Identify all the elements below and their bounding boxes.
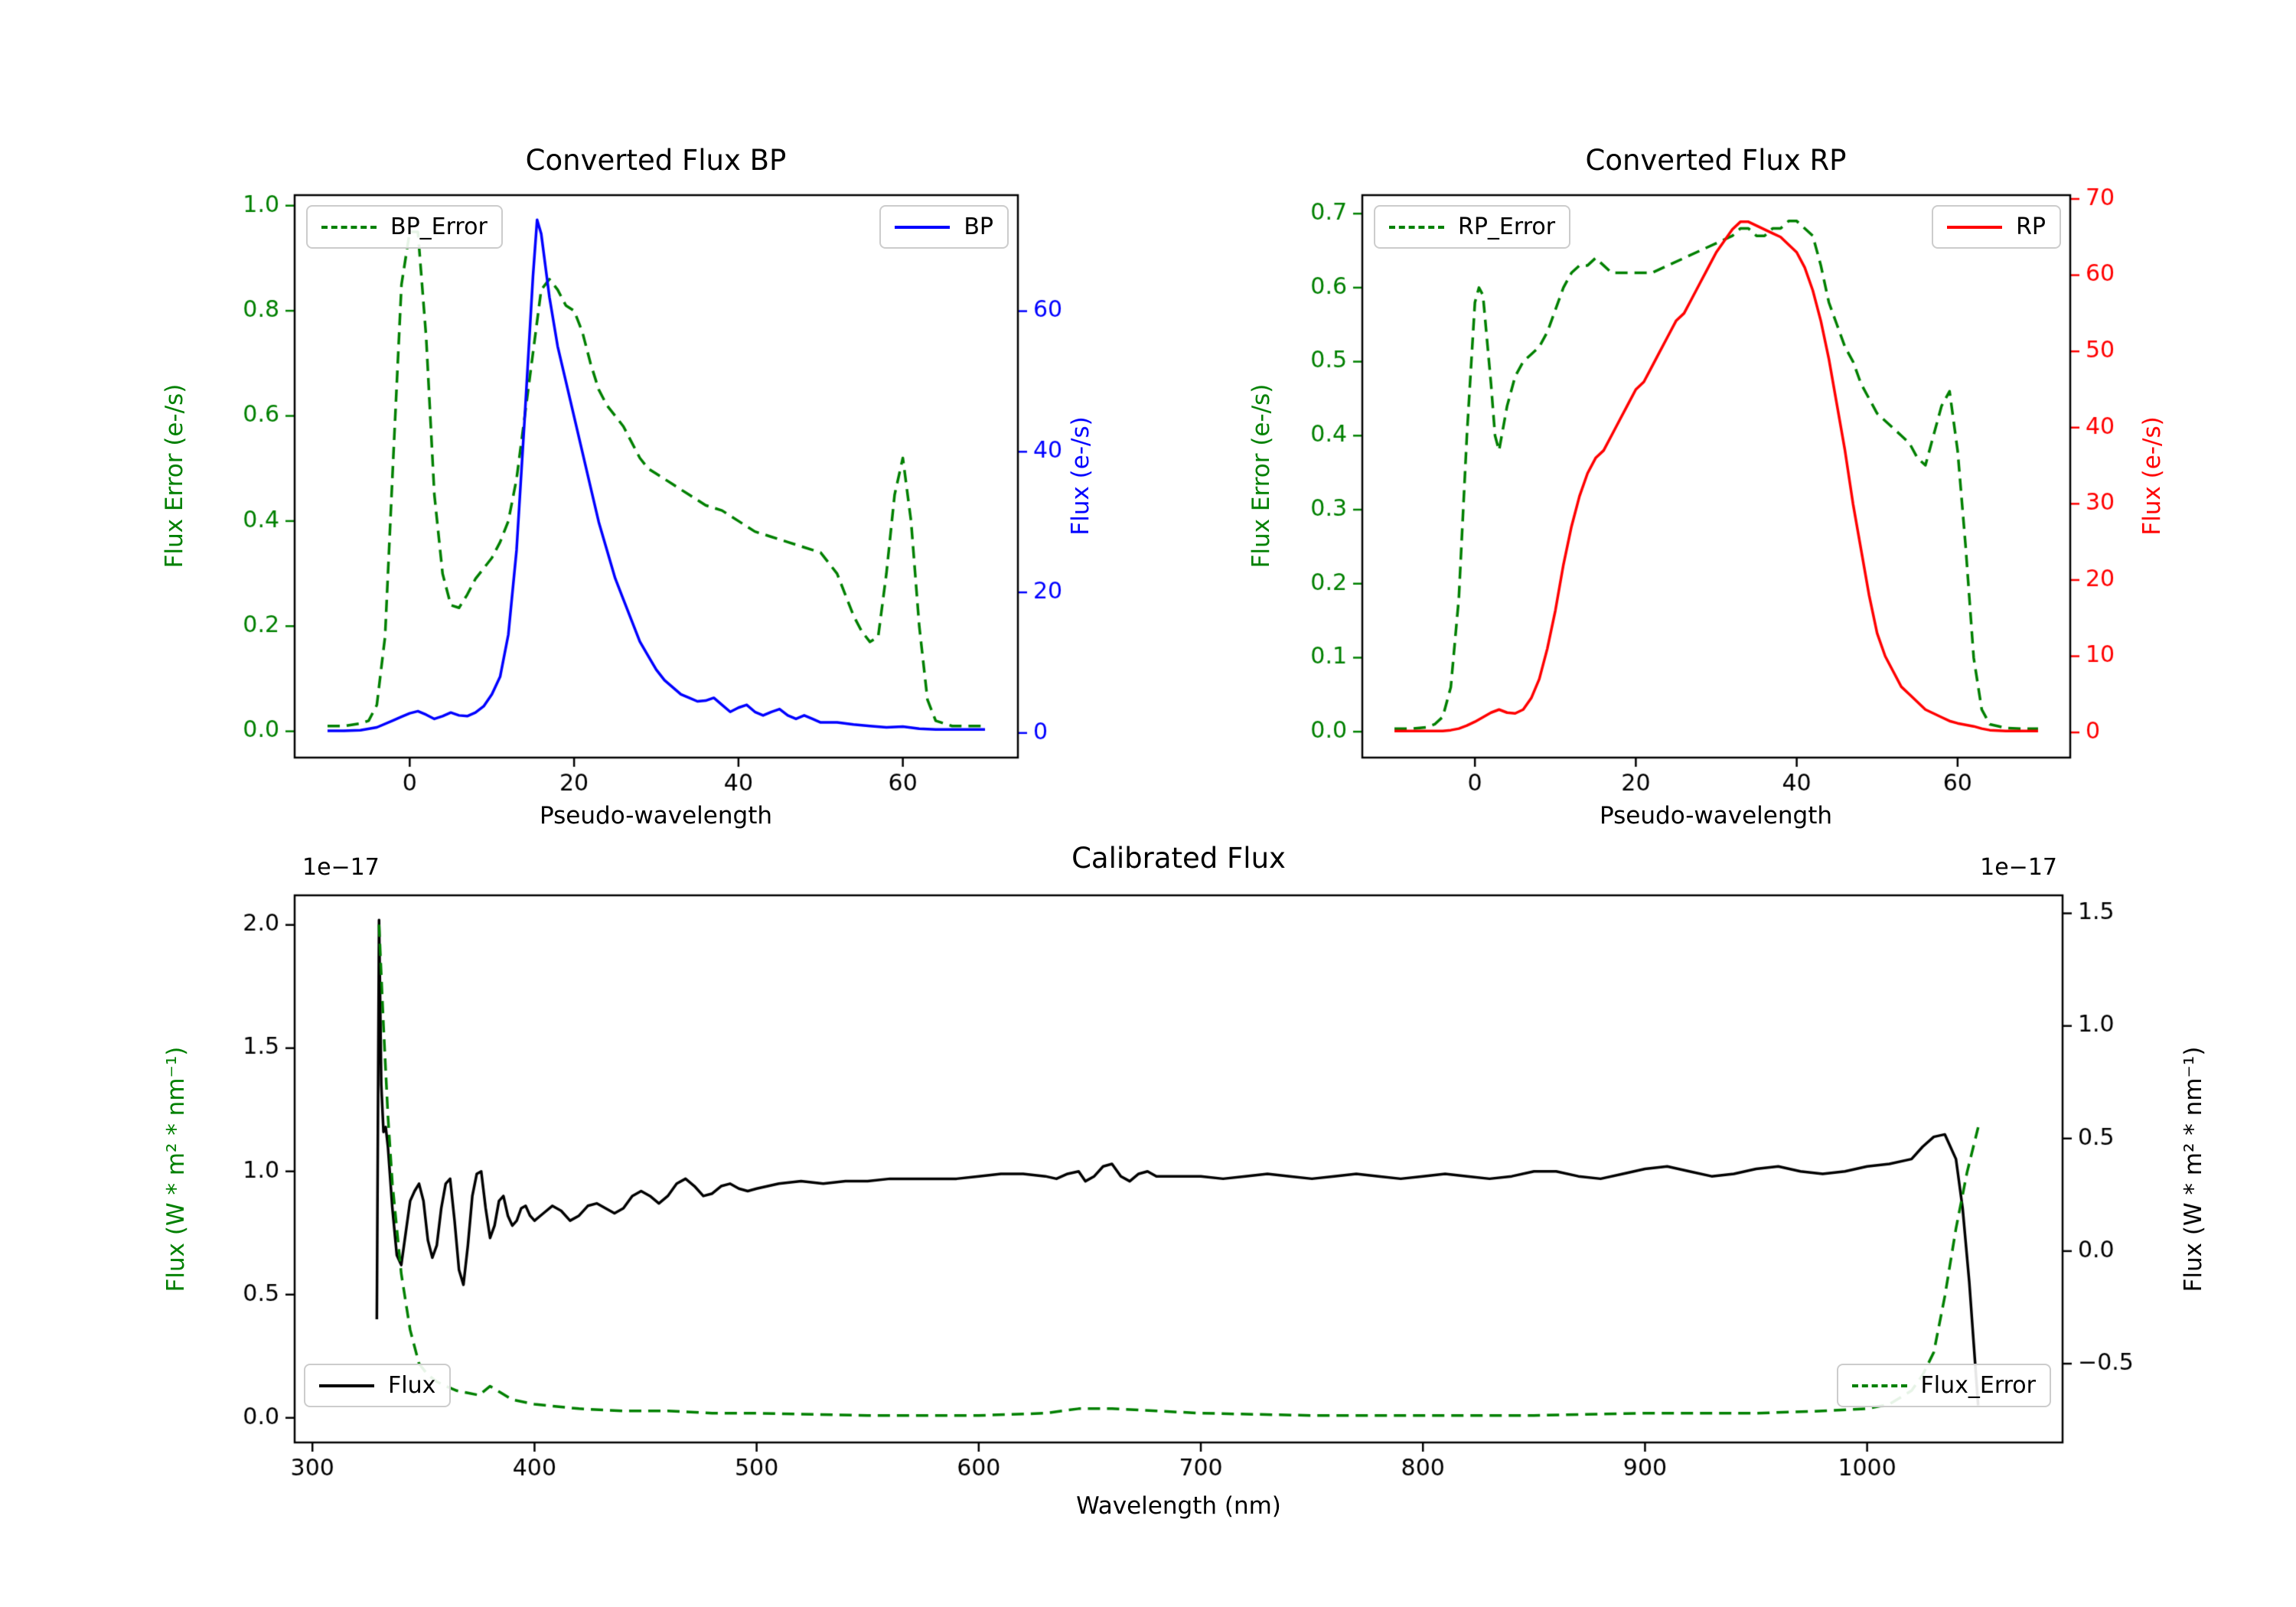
y-axis-label-calibrated-right: Flux (W * m² * nm⁻¹): [2180, 1046, 2207, 1292]
legend-bp-error: BP_Error: [306, 205, 503, 249]
rp-error-line-sample: [1389, 225, 1444, 229]
x-axis-label-calibrated: Wavelength (nm): [1076, 1492, 1281, 1520]
legend-label-flux: Flux: [388, 1372, 436, 1399]
legend-label-bp: BP: [964, 214, 993, 240]
y-axis-label-rp-error: Flux Error (e-/s): [1247, 383, 1275, 569]
flux-error-line-sample: [1851, 1384, 1907, 1387]
legend-label-bp-error: BP_Error: [390, 214, 488, 240]
flux-line-sample: [319, 1384, 374, 1387]
chart-title-rp: Converted Flux RP: [1585, 144, 1847, 177]
rp-line-sample: [1947, 225, 2003, 229]
chart-title-bp: Converted Flux BP: [525, 144, 787, 177]
right-axis-offset-text: 1e−17: [1980, 854, 2057, 881]
bp-line-sample: [895, 225, 951, 229]
bp-error-line-sample: [321, 225, 377, 229]
left-axis-offset-text: 1e−17: [302, 854, 380, 881]
legend-flux: Flux: [304, 1364, 452, 1407]
chart-title-calibrated: Calibrated Flux: [1071, 842, 1286, 875]
legend-label-flux-error: Flux_Error: [1920, 1372, 2036, 1399]
legend-rp: RP: [1932, 205, 2061, 249]
y-axis-label-calibrated-left: Flux (W * m² * nm⁻¹): [162, 1046, 190, 1292]
y-axis-label-rp-flux: Flux (e-/s): [2138, 416, 2166, 536]
legend-label-rp-error: RP_Error: [1458, 214, 1556, 240]
y-axis-label-bp-error: Flux Error (e-/s): [161, 383, 188, 569]
legend-flux-error: Flux_Error: [1836, 1364, 2051, 1407]
legend-rp-error: RP_Error: [1374, 205, 1571, 249]
legend-label-rp: RP: [2016, 214, 2046, 240]
legend-bp: BP: [879, 205, 1009, 249]
x-axis-label-bp: Pseudo-wavelength: [539, 802, 773, 830]
y-axis-label-bp-flux: Flux (e-/s): [1067, 416, 1094, 536]
x-axis-label-rp: Pseudo-wavelength: [1599, 802, 1833, 830]
